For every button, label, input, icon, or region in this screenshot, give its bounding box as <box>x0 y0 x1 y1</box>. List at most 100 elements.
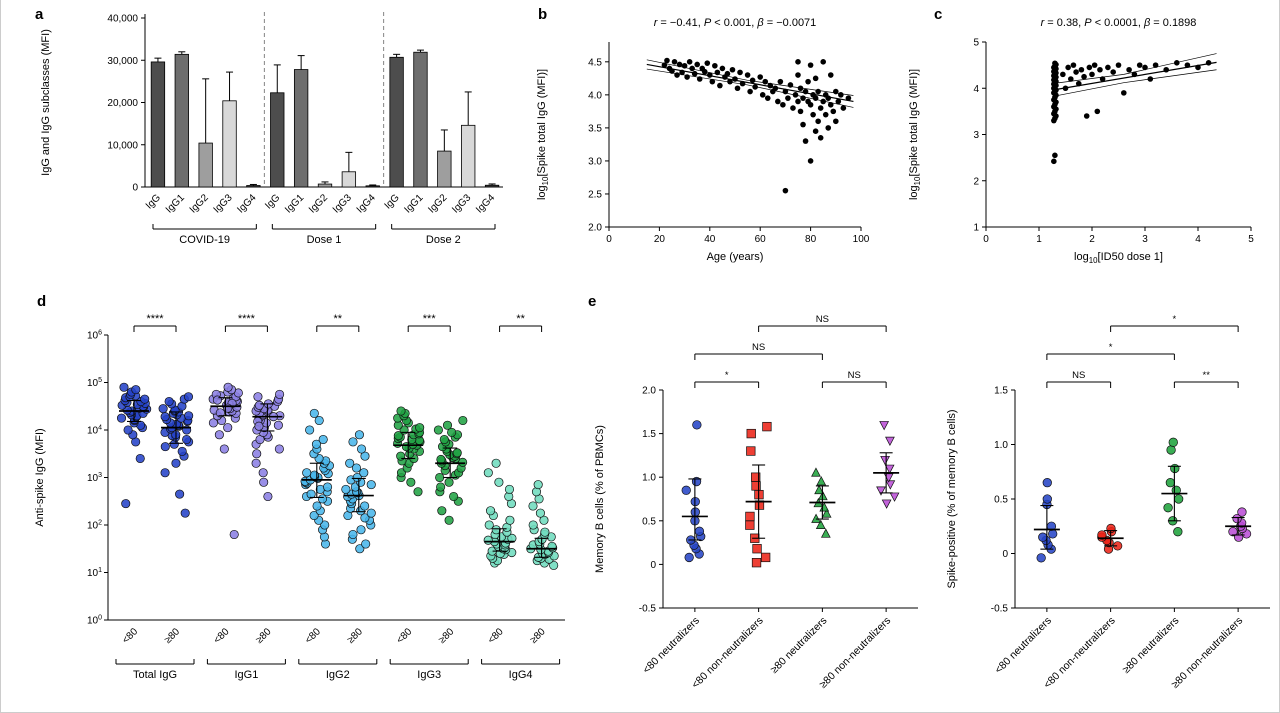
group-label: IgG2 <box>326 669 350 681</box>
data-point <box>1036 553 1046 563</box>
data-point <box>795 59 801 65</box>
data-point <box>215 408 225 418</box>
data-point <box>263 491 273 502</box>
y-tick-label: 106 <box>87 330 102 342</box>
scatter-svg: r = −0.41, P < 0.001, β = −0.0071 2.0 2.5 3… <box>536 17 870 263</box>
data-point <box>717 82 723 89</box>
x-tick-label: <80 neutralizers <box>640 615 702 677</box>
x-tick-label: <80 non-neutralizers <box>689 615 765 691</box>
data-point <box>251 458 261 468</box>
data-point <box>1075 80 1082 87</box>
data-point <box>356 444 367 454</box>
data-point <box>528 520 538 530</box>
data-point <box>744 72 751 78</box>
y-axis-title: Anti-spike IgG (MFI) <box>34 428 46 526</box>
panel-e-spike-positive-plot: -0.5 0 0.5 1.0 1.5 <80 neutralizers <80 non-ne… <box>937 290 1279 712</box>
data-point <box>802 138 809 144</box>
sig-label: **** <box>238 313 256 325</box>
sig-label: ** <box>1203 370 1211 381</box>
y-tick-label: -0.5 <box>639 604 657 615</box>
data-point <box>1228 527 1238 537</box>
data-point <box>692 420 702 430</box>
data-point <box>815 519 826 529</box>
data-point <box>807 101 814 108</box>
panel-label-d: d <box>37 293 47 310</box>
data-point <box>820 528 831 538</box>
data-point <box>320 520 330 530</box>
data-point <box>259 477 269 487</box>
data-point <box>761 552 771 563</box>
data-point <box>533 480 543 490</box>
data-point <box>739 80 746 87</box>
data-point <box>780 101 786 108</box>
data-point <box>777 78 784 85</box>
confidence-line <box>1052 53 1217 84</box>
y-tick-label: 30,000 <box>107 56 138 67</box>
data-point <box>116 413 127 423</box>
data-point <box>821 508 832 518</box>
data-point <box>223 423 233 433</box>
x-tick-label: IgG3 <box>212 192 235 215</box>
data-point <box>751 472 761 482</box>
data-point <box>734 85 741 92</box>
data-point <box>396 451 406 461</box>
data-point <box>1174 494 1184 504</box>
x-tick-label: ≥80 <box>528 626 548 646</box>
data-point <box>1068 76 1074 82</box>
data-point <box>140 394 150 404</box>
data-point <box>689 65 695 72</box>
x-tick-label: ≥80 <box>345 626 365 646</box>
data-point <box>812 128 819 134</box>
y-tick-label: 3.5 <box>588 123 602 134</box>
data-point <box>309 510 319 521</box>
data-point <box>1168 437 1178 447</box>
x-tick-label: <80 <box>486 626 506 646</box>
data-point <box>833 88 839 95</box>
data-point <box>1195 64 1201 71</box>
x-tick-label: IgG3 <box>331 192 354 215</box>
data-point <box>835 98 842 105</box>
x-tick-label: IgG4 <box>474 192 497 215</box>
data-point <box>787 82 794 88</box>
data-point <box>360 501 370 511</box>
x-tick-label: 2 <box>1089 234 1095 245</box>
x-tick-label: IgG1 <box>164 192 187 215</box>
data-point <box>746 446 756 456</box>
data-point <box>458 457 468 467</box>
sig-label: ** <box>516 313 525 325</box>
x-tick-label: 1 <box>1036 234 1042 245</box>
data-point <box>160 412 170 422</box>
data-point <box>354 430 364 440</box>
data-point <box>811 467 821 477</box>
data-point <box>797 108 804 115</box>
sig-label: ** <box>334 313 343 325</box>
data-point <box>876 486 886 496</box>
data-point <box>323 482 333 492</box>
confidence-line <box>1052 69 1217 97</box>
bar <box>341 171 357 188</box>
data-point <box>795 98 801 105</box>
data-point <box>745 511 755 522</box>
data-point <box>507 533 517 543</box>
data-point <box>807 158 814 164</box>
data-point <box>885 480 896 490</box>
data-point <box>1147 76 1154 82</box>
data-point <box>309 408 319 418</box>
data-point <box>252 449 262 459</box>
data-point <box>1052 60 1058 67</box>
data-point <box>360 513 370 523</box>
data-point <box>361 539 371 549</box>
data-point <box>253 392 263 402</box>
data-point <box>840 105 847 111</box>
data-point <box>785 95 791 101</box>
panel-label-c: c <box>934 6 943 23</box>
data-point <box>752 544 762 554</box>
data-point <box>833 118 839 125</box>
y-tick-label: 2.5 <box>588 189 602 200</box>
data-point <box>355 544 365 554</box>
data-point <box>437 506 447 516</box>
data-point <box>825 125 832 131</box>
data-point <box>879 421 890 431</box>
data-point <box>535 508 545 518</box>
